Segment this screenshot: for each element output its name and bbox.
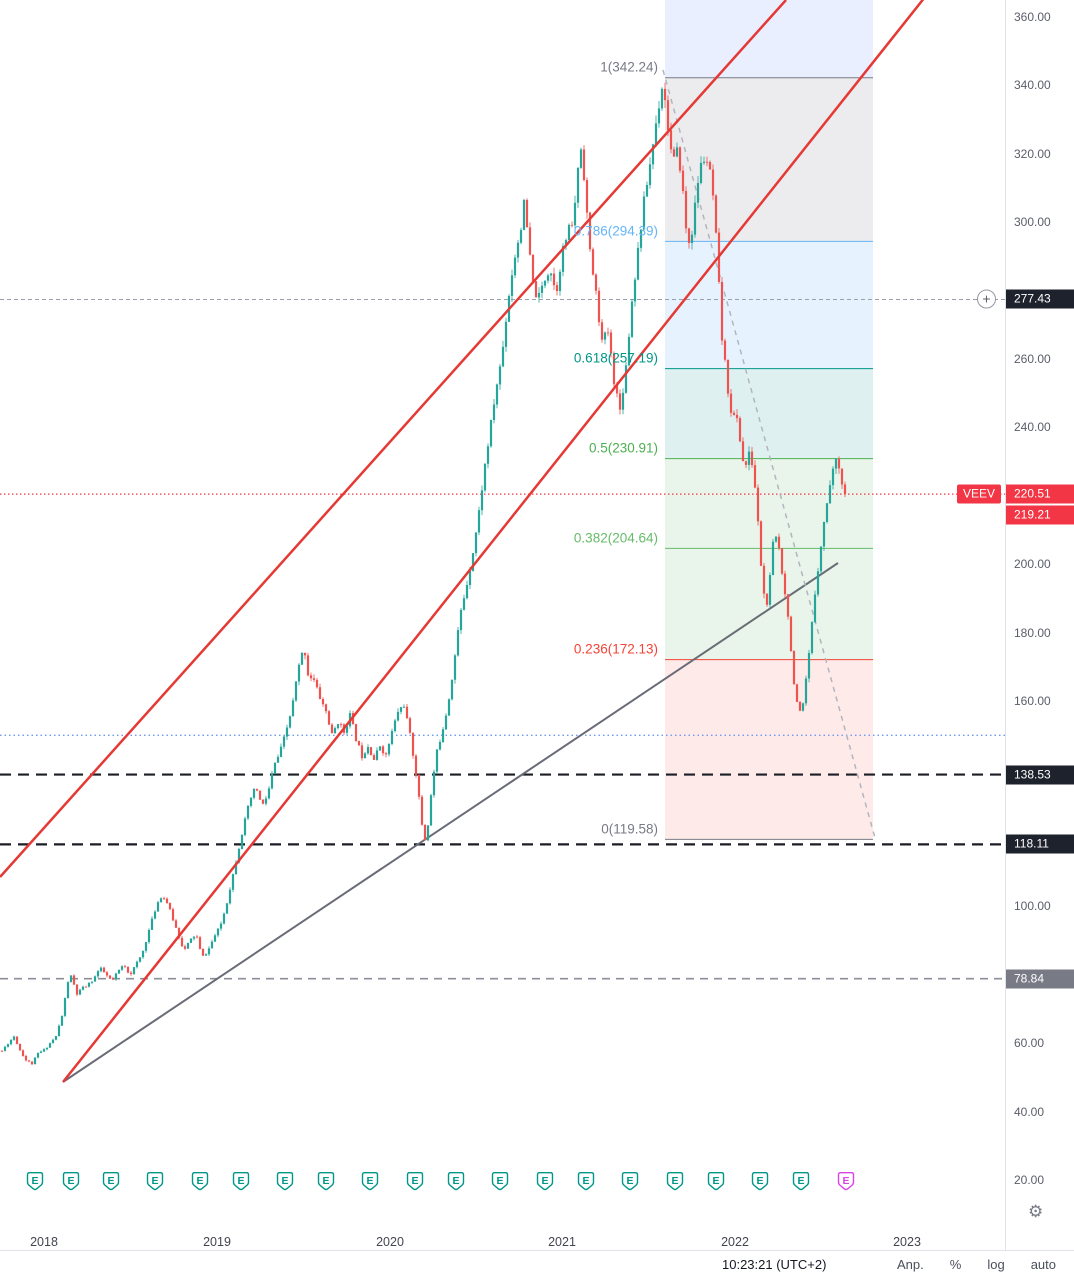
price-tick-label: 320.00: [1014, 146, 1051, 161]
price-tick-label: 40.00: [1014, 1104, 1045, 1119]
year-label: 2022: [721, 1235, 749, 1249]
fib-level-labels: 1(342.24) 0.786(294.39) 0.618(257.19) 0.5(2…: [574, 60, 658, 837]
price-tick-label: 60.00: [1014, 1036, 1045, 1051]
svg-text:E: E: [671, 1175, 678, 1187]
price-level-badge: 118.11: [1006, 834, 1074, 854]
svg-text:E: E: [107, 1175, 114, 1187]
price-tick-label: 180.00: [1014, 625, 1051, 640]
price-axis[interactable]: 360.00 340.00 320.00 300.00 260.00 240.00 200.…: [1005, 0, 1074, 1250]
earnings-marker-icon[interactable]: E: [232, 1172, 250, 1191]
svg-text:E: E: [196, 1175, 203, 1187]
fib-label: 0(119.58): [601, 821, 658, 836]
svg-text:E: E: [582, 1175, 589, 1187]
bottom-toolbar: 10:23:21 (UTC+2) Anp. % log auto: [0, 1250, 1074, 1280]
price-tick-label: 300.00: [1014, 215, 1051, 230]
fib-label: 0.382(204.64): [574, 530, 658, 545]
earnings-marker-icon[interactable]: E: [102, 1172, 120, 1191]
fib-level-lines[interactable]: [665, 77, 873, 840]
earnings-marker-icon[interactable]: E: [621, 1172, 639, 1191]
price-tick-label: 240.00: [1014, 420, 1051, 435]
support-trendline[interactable]: [62, 562, 839, 1083]
price-level-badge: 219.21: [1006, 505, 1074, 525]
svg-text:E: E: [842, 1175, 849, 1187]
chart-pane[interactable]: 1(342.24) 0.786(294.39) 0.618(257.19) 0.5(2…: [0, 0, 1005, 1233]
earnings-marker-icon[interactable]: E: [577, 1172, 595, 1191]
price-level-badge: 138.53: [1006, 765, 1074, 785]
earnings-marker-icon[interactable]: E: [406, 1172, 424, 1191]
price-tick-label: 260.00: [1014, 352, 1051, 367]
symbol-price-tag: VEEV: [957, 484, 1001, 504]
clock-display[interactable]: 10:23:21 (UTC+2): [722, 1257, 827, 1272]
earnings-marker-icon[interactable]: E: [276, 1172, 294, 1191]
svg-text:E: E: [496, 1175, 503, 1187]
adjust-button[interactable]: Anp.: [897, 1257, 924, 1272]
fib-label: 1(342.24): [600, 60, 658, 75]
price-level-badge: 277.43: [1006, 289, 1074, 309]
svg-text:E: E: [67, 1175, 74, 1187]
fib-label: 0.5(230.91): [589, 441, 658, 456]
channel-lower-line[interactable]: [62, 0, 925, 1083]
price-tick-label: 20.00: [1014, 1173, 1045, 1187]
scale-buttons: Anp. % log auto: [897, 1257, 1056, 1272]
svg-text:E: E: [756, 1175, 763, 1187]
svg-text:E: E: [366, 1175, 373, 1187]
candlestick-series: [0, 82, 847, 1066]
earnings-marker-icon[interactable]: E: [447, 1172, 465, 1191]
percent-scale-button[interactable]: %: [949, 1257, 962, 1272]
svg-text:E: E: [31, 1175, 38, 1187]
earnings-marker-icon[interactable]: E: [666, 1172, 684, 1191]
svg-text:E: E: [626, 1175, 633, 1187]
horizontal-level-lines[interactable]: [0, 298, 1005, 980]
earnings-marker-icon[interactable]: E: [26, 1172, 44, 1191]
earnings-marker-icon[interactable]: E: [491, 1172, 509, 1191]
year-label: 2018: [30, 1235, 58, 1249]
trend-channel-lines[interactable]: [0, 0, 925, 1083]
earnings-marker-icon[interactable]: E: [792, 1172, 810, 1191]
chart-canvas[interactable]: 1(342.24) 0.786(294.39) 0.618(257.19) 0.5(2…: [0, 0, 1005, 1233]
svg-text:E: E: [281, 1175, 288, 1187]
fib-label: 0.236(172.13): [574, 642, 658, 657]
svg-text:E: E: [712, 1175, 719, 1187]
svg-text:E: E: [237, 1175, 244, 1187]
auto-scale-button[interactable]: auto: [1030, 1257, 1056, 1272]
fib-label: 0.618(257.19): [574, 351, 658, 366]
price-level-badge: 220.51: [1006, 484, 1074, 504]
channel-upper-line[interactable]: [0, 0, 787, 878]
svg-text:E: E: [541, 1175, 548, 1187]
earnings-marker-icon[interactable]: E: [707, 1172, 725, 1191]
earnings-marker-icon[interactable]: E: [62, 1172, 80, 1191]
earnings-marker-icon[interactable]: E: [361, 1172, 379, 1191]
price-tick-label: 200.00: [1014, 557, 1051, 572]
settings-gear-icon[interactable]: ⚙: [1028, 1202, 1044, 1221]
price-tick-label: 360.00: [1014, 10, 1051, 24]
fib-label: 0.786(294.39): [574, 223, 658, 238]
year-label: 2023: [893, 1235, 921, 1249]
earnings-marker-icon[interactable]: E: [146, 1172, 164, 1191]
price-tick-label: 100.00: [1014, 899, 1051, 914]
price-tick-label: 160.00: [1014, 694, 1051, 709]
year-label: 2020: [376, 1235, 404, 1249]
price-level-badge: 78.84: [1006, 969, 1074, 989]
log-scale-button[interactable]: log: [987, 1257, 1005, 1272]
svg-text:E: E: [797, 1175, 804, 1187]
earnings-marker-icon[interactable]: E: [191, 1172, 209, 1191]
svg-text:E: E: [411, 1175, 418, 1187]
svg-text:E: E: [151, 1175, 158, 1187]
price-tick-label: 340.00: [1014, 78, 1051, 93]
svg-text:E: E: [452, 1175, 459, 1187]
fib-retracement-zones[interactable]: [665, 0, 873, 840]
earnings-marker-icon[interactable]: E: [536, 1172, 554, 1191]
earnings-marker-icon[interactable]: E: [751, 1172, 769, 1191]
add-alert-plus-icon[interactable]: +: [977, 289, 996, 309]
earnings-marker-icon[interactable]: E: [317, 1172, 335, 1191]
svg-text:E: E: [322, 1175, 329, 1187]
time-axis[interactable]: 2018 2019 2020 2021 2022 2023: [0, 1233, 1074, 1250]
year-label: 2021: [548, 1235, 576, 1249]
earnings-projected-marker-icon[interactable]: E: [837, 1172, 855, 1191]
year-label: 2019: [203, 1235, 231, 1249]
